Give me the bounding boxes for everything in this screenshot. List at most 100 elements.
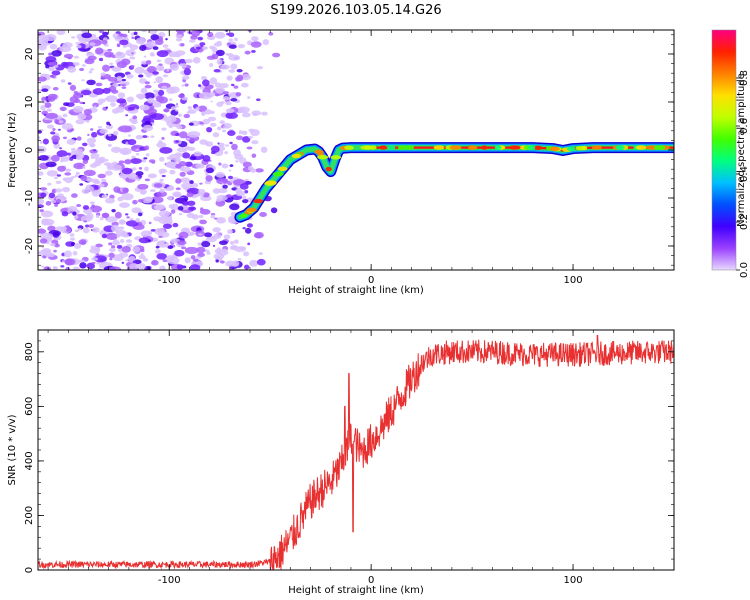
heatmap-cell: [210, 150, 216, 155]
heatmap-cell: [121, 167, 133, 175]
heatmap-cell: [112, 239, 120, 246]
heatmap-cell: [228, 169, 232, 172]
heatmap-cell: [138, 74, 144, 78]
heatmap-cell: [165, 38, 168, 41]
heatmap-cell: [44, 102, 52, 109]
heatmap-cell: [98, 156, 106, 164]
heatmap-cell: [183, 113, 191, 119]
heatmap-y-axis-label: Frequency (Hz): [7, 112, 18, 188]
heatmap-cell: [109, 257, 113, 261]
heatmap-cell: [61, 186, 71, 193]
heatmap-cell: [188, 122, 194, 126]
heatmap-cell: [139, 190, 147, 195]
heatmap-cell: [110, 102, 117, 107]
heatmap-cell: [178, 231, 189, 239]
heatmap-cell: [221, 129, 227, 133]
heatmap-cell: [67, 210, 71, 213]
heatmap-cell: [122, 33, 128, 38]
heatmap-cell: [64, 177, 73, 184]
heatmap-cell: [104, 159, 109, 162]
heatmap-cell: [105, 216, 118, 223]
heatmap-cell: [105, 95, 118, 103]
heatmap-cell: [235, 160, 239, 163]
heatmap-cell: [48, 61, 57, 66]
heatmap-cell: [256, 98, 261, 102]
ridge-blob: [272, 171, 284, 177]
heatmap-cell: [184, 58, 193, 64]
heatmap-cell: [147, 173, 158, 179]
heatmap-cell: [151, 161, 156, 164]
heatmap-cell: [96, 253, 100, 257]
heatmap-cell: [205, 167, 215, 174]
heatmap-cell: [75, 44, 82, 49]
heatmap-cell: [142, 135, 148, 138]
heatmap-cell: [89, 46, 93, 49]
heatmap-cell: [98, 57, 104, 62]
heatmap-cell: [246, 146, 253, 150]
heatmap-cell: [203, 232, 213, 238]
heatmap-cell: [41, 218, 55, 226]
heatmap-cell: [91, 257, 99, 261]
heatmap-cell: [236, 74, 244, 82]
heatmap-cell: [191, 214, 199, 220]
heatmap-cell: [255, 168, 264, 173]
heatmap-cell: [90, 131, 98, 138]
heatmap-cell: [151, 53, 155, 57]
snr-x-axis-label: Height of straight line (km): [288, 585, 424, 596]
heatmap-cell: [206, 251, 211, 255]
heatmap-cell: [40, 187, 47, 191]
heatmap-cell: [202, 154, 211, 162]
heatmap-cell: [45, 64, 50, 69]
heatmap-cell: [200, 207, 204, 211]
heatmap-cell: [230, 63, 238, 70]
heatmap-cell: [86, 137, 97, 144]
heatmap-cell: [82, 165, 86, 169]
heatmap-cell: [131, 155, 136, 159]
heatmap-cell: [213, 69, 221, 73]
heatmap-cell: [235, 187, 242, 194]
heatmap-cell: [139, 94, 146, 99]
heatmap-cell: [183, 186, 189, 190]
colorbar-tick-label: 0.2: [739, 214, 750, 230]
heatmap-cell: [251, 153, 257, 158]
heatmap-cell: [148, 30, 158, 35]
y-tick-label: 400: [24, 451, 35, 470]
heatmap-cell: [150, 34, 159, 41]
heatmap-cell: [73, 215, 79, 220]
y-tick-label: 200: [24, 506, 35, 525]
heatmap-cell: [47, 253, 55, 258]
heatmap-cell: [45, 241, 50, 245]
heatmap-cell: [92, 227, 100, 233]
ridge-blob: [246, 207, 257, 213]
heatmap-cell: [38, 38, 49, 46]
heatmap-cell: [167, 196, 173, 201]
heatmap-cell: [45, 161, 57, 168]
heatmap-cell: [121, 261, 125, 264]
heatmap-cell: [141, 30, 147, 33]
x-tick-label: 0: [368, 275, 374, 286]
heatmap-cell: [89, 68, 95, 71]
heatmap-cell: [107, 76, 118, 82]
heatmap-cell: [149, 189, 156, 193]
heatmap-cell: [162, 223, 172, 229]
heatmap-cell: [249, 259, 259, 267]
heatmap-cell: [111, 108, 120, 114]
heatmap-cell: [189, 39, 196, 43]
heatmap-cell: [188, 206, 197, 211]
heatmap-cell: [157, 240, 165, 246]
heatmap-cell: [156, 50, 169, 58]
heatmap-cell: [173, 53, 181, 58]
heatmap-cell: [88, 224, 95, 228]
heatmap-cell: [108, 85, 117, 92]
heatmap-cell: [76, 204, 82, 208]
heatmap-cell: [118, 252, 129, 258]
heatmap-cell: [169, 169, 176, 175]
heatmap-x-axis-label: Height of straight line (km): [288, 285, 424, 296]
heatmap-cell: [195, 106, 200, 111]
heatmap-cell: [129, 263, 139, 270]
heatmap-cell: [55, 188, 63, 193]
heatmap-cell: [158, 156, 165, 162]
heatmap-cell: [158, 96, 169, 104]
heatmap-cell: [216, 40, 222, 45]
heatmap-cell: [214, 93, 220, 97]
